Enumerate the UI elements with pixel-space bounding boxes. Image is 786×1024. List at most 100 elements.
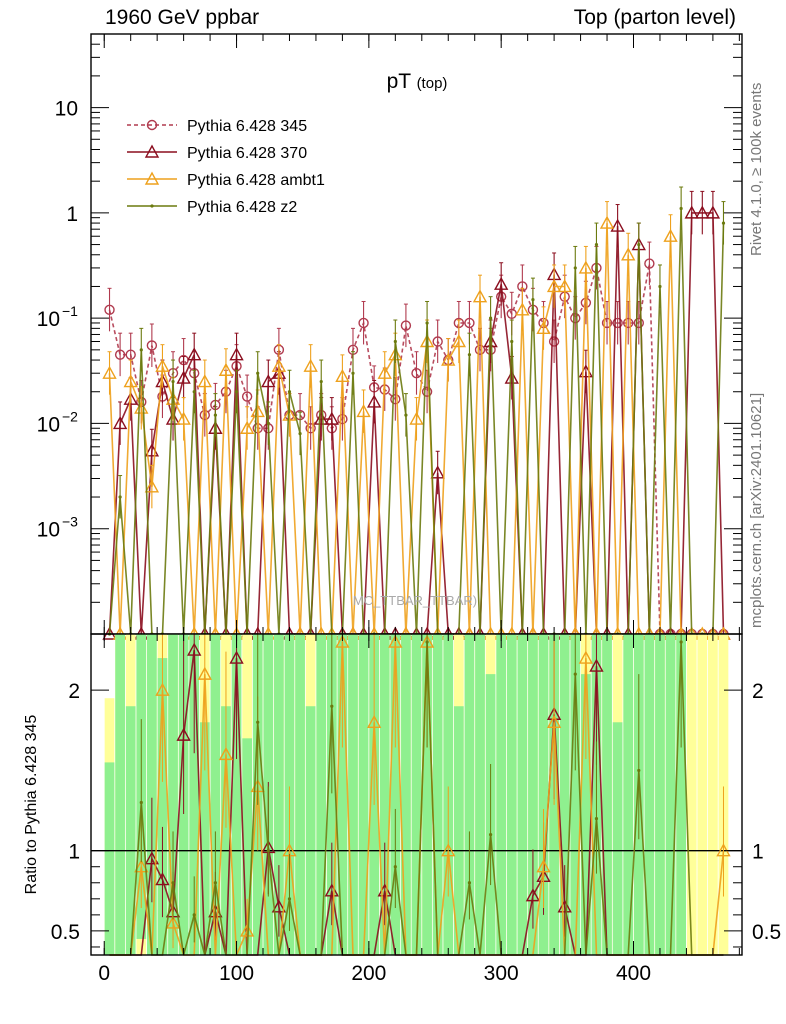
data-point xyxy=(250,403,265,418)
data-point xyxy=(356,403,371,418)
legend-label: Pythia 6.428 345 xyxy=(187,118,307,135)
ratio-point xyxy=(155,872,170,886)
data-point xyxy=(488,316,493,320)
data-point xyxy=(705,205,721,219)
ratio-y-tick-label-right: 2 xyxy=(752,680,764,703)
x-tick-label: 0 xyxy=(98,962,110,985)
data-point xyxy=(464,317,475,329)
uncertainty-band-green xyxy=(612,722,623,955)
data-point xyxy=(358,317,369,329)
data-point xyxy=(118,495,122,499)
ratio-point xyxy=(176,727,191,741)
data-point xyxy=(404,413,408,417)
ratio-point xyxy=(589,658,604,672)
uncertainty-band-green xyxy=(506,634,517,955)
data-point xyxy=(421,386,433,397)
data-point xyxy=(112,415,128,430)
data-point xyxy=(425,321,429,325)
ratio-point xyxy=(393,865,397,869)
watermark: MC_TTBAR_TTBAR) xyxy=(353,593,477,608)
x-tick-label: 100 xyxy=(219,962,254,985)
uncertainty-band-green xyxy=(358,634,369,955)
data-point xyxy=(144,479,160,493)
data-point xyxy=(197,374,212,388)
x-tick-label: 300 xyxy=(484,962,519,985)
data-point xyxy=(621,247,636,261)
data-point xyxy=(390,393,401,405)
data-point xyxy=(679,206,683,211)
uncertainty-band-green xyxy=(104,762,115,955)
ratio-point xyxy=(594,816,599,821)
data-point xyxy=(633,317,644,329)
data-point xyxy=(451,334,467,348)
data-point xyxy=(510,339,514,344)
uncertainty-band-green xyxy=(274,634,284,955)
data-point xyxy=(557,278,572,293)
process-label: Top (parton level) xyxy=(573,6,736,29)
data-point xyxy=(467,353,472,357)
y-tick-label: 10 xyxy=(37,413,60,436)
ratio-point xyxy=(525,888,541,902)
ratio-point xyxy=(139,800,143,805)
uncertainty-band-green xyxy=(231,634,242,955)
data-point xyxy=(637,242,641,247)
uncertainty-band-green xyxy=(295,634,305,955)
y-tick-exponent: −3 xyxy=(62,514,78,530)
data-point xyxy=(324,411,339,425)
ratio-point xyxy=(229,650,244,664)
ratio-point xyxy=(679,640,683,644)
ratio-point xyxy=(171,881,175,885)
uncertainty-band-green xyxy=(210,634,221,955)
data-point xyxy=(393,339,397,344)
uncertainty-band-green xyxy=(676,634,687,955)
data-point xyxy=(580,297,592,308)
ratio-point xyxy=(441,843,456,857)
uncertainty-band-green xyxy=(602,634,612,955)
data-point xyxy=(377,365,392,379)
uncertainty-band-green xyxy=(115,634,125,955)
data-point xyxy=(213,413,217,417)
data-point xyxy=(623,317,634,329)
ratio-point xyxy=(366,714,382,728)
data-point xyxy=(134,400,149,414)
data-point xyxy=(192,390,196,394)
data-point xyxy=(241,391,253,402)
uncertainty-band-green xyxy=(644,634,655,955)
energy-label: 1960 GeV ppbar xyxy=(105,6,260,29)
legend-marker xyxy=(144,171,160,185)
data-point xyxy=(165,391,181,405)
data-point xyxy=(411,368,422,379)
data-point xyxy=(165,411,181,425)
data-point xyxy=(599,215,615,229)
data-point xyxy=(472,289,488,303)
y-tick-label: 10 xyxy=(37,519,60,542)
data-point xyxy=(644,258,655,269)
ratio-y-tick-label: 0.5 xyxy=(51,921,80,944)
uncertainty-band-green xyxy=(401,634,411,955)
uncertainty-band-green xyxy=(146,634,157,955)
data-point xyxy=(721,221,726,225)
data-point xyxy=(104,304,115,316)
x-tick-label: 400 xyxy=(616,962,651,985)
ratio-point xyxy=(197,666,212,680)
ratio-frame xyxy=(90,633,743,956)
data-point xyxy=(239,420,255,434)
legend-marker xyxy=(144,144,160,158)
uncertainty-band-green xyxy=(242,738,253,955)
ratio-point xyxy=(134,859,149,873)
uncertainty-band-green xyxy=(379,634,390,955)
uncertainty-band-green xyxy=(570,634,581,955)
data-point xyxy=(658,284,662,289)
plot-title-sub: (top) xyxy=(417,75,448,92)
ratio-point xyxy=(266,849,270,853)
uncertainty-band-green xyxy=(432,634,443,955)
data-point xyxy=(266,421,270,426)
legend-label: Pythia 6.428 370 xyxy=(187,145,307,162)
ratio-point xyxy=(637,768,641,773)
data-point xyxy=(282,407,297,421)
y-tick-exponent: −2 xyxy=(62,408,78,424)
ratio-y-tick-label: 1 xyxy=(68,841,80,864)
y-tick-exponent: −1 xyxy=(62,303,78,319)
uncertainty-band-green xyxy=(623,634,634,955)
ratio-point xyxy=(388,634,403,648)
